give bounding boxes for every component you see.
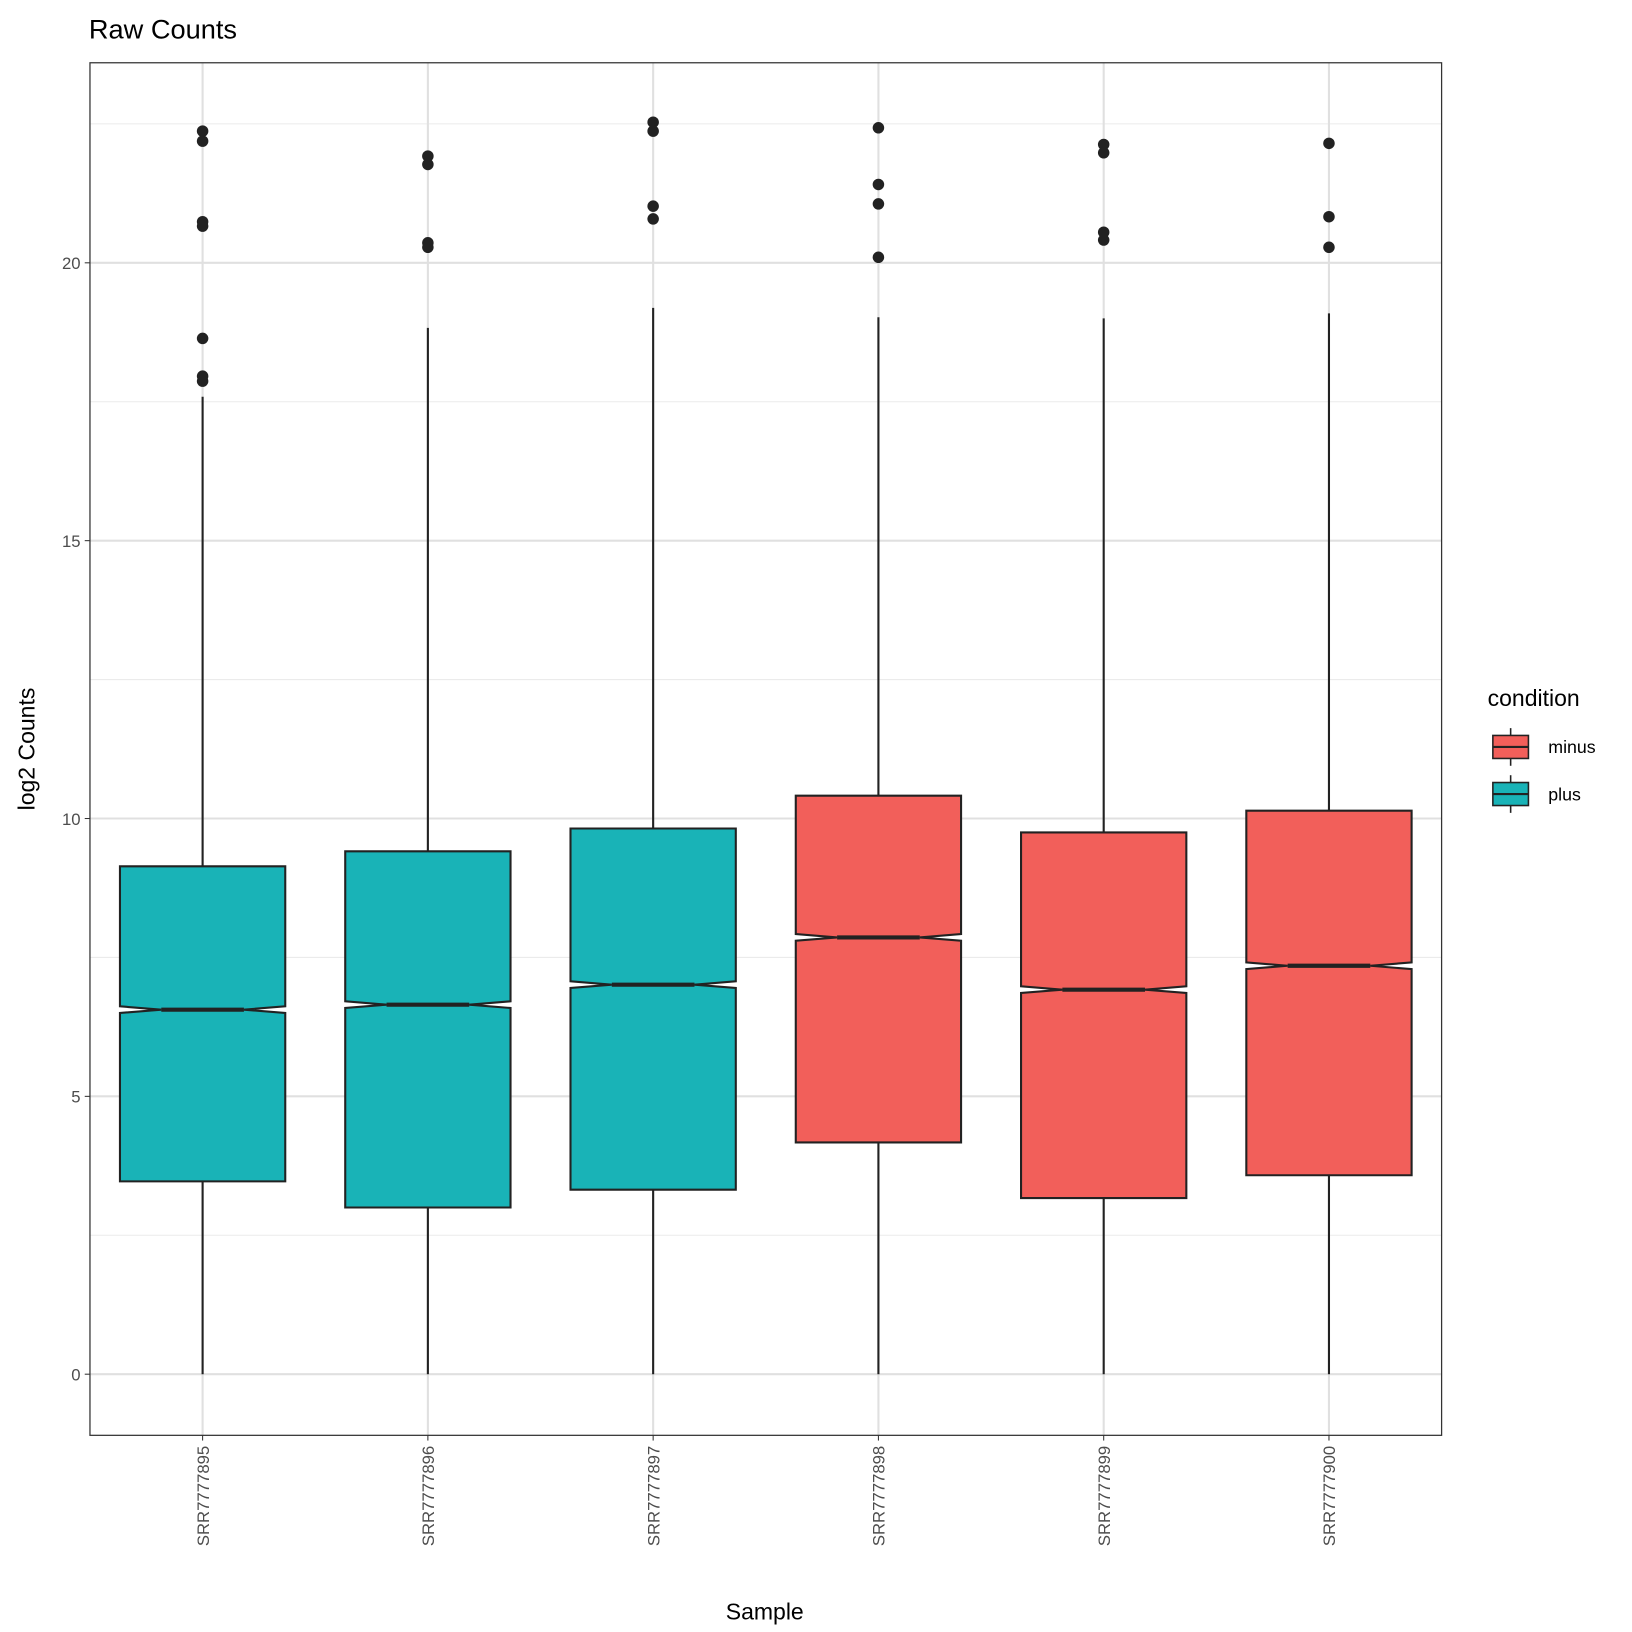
box-body [118, 865, 287, 1183]
x-tick-label: SRR7777898 [870, 1446, 889, 1546]
x-tick-label: SRR7777895 [194, 1446, 213, 1546]
box-SRR7777900 [1245, 137, 1413, 1375]
outlier-point [422, 241, 434, 254]
outlier-point [196, 135, 209, 147]
outlier-point [1097, 234, 1110, 246]
x-tick-label: SRR7777897 [644, 1446, 663, 1546]
box-SRR7777898 [794, 122, 963, 1375]
outlier-point [196, 375, 209, 387]
outlier-point [1323, 241, 1335, 254]
box-body [794, 794, 963, 1144]
x-tick-label: SRR7777899 [1095, 1446, 1114, 1546]
x-tick-label: SRR7777896 [419, 1446, 438, 1546]
outlier-point [422, 158, 434, 171]
legend: condition minus plus [1488, 685, 1596, 813]
legend-label-plus: plus [1548, 784, 1581, 804]
chart-title: Raw Counts [89, 14, 237, 45]
x-axis: SRR7777895 SRR7777896 SRR7777897 SRR7777898… [194, 1435, 1339, 1546]
outlier-point [872, 122, 885, 134]
outlier-point [872, 178, 885, 191]
y-axis-title: log2 Counts [14, 688, 40, 811]
outlier-point [647, 213, 659, 225]
outlier-point [872, 251, 885, 264]
outlier-point [1097, 138, 1110, 151]
box-SRR7777897 [569, 116, 737, 1375]
outlier-point [422, 150, 434, 162]
outlier-point [647, 116, 659, 128]
outlier-point [1323, 210, 1335, 223]
legend-label-minus: minus [1548, 737, 1596, 757]
outlier-point [196, 332, 209, 345]
box-body [1020, 831, 1188, 1200]
box-SRR7777895 [118, 125, 287, 1375]
legend-title: condition [1488, 685, 1580, 711]
outlier-point [196, 220, 209, 232]
boxes [118, 116, 1413, 1375]
outlier-point [872, 198, 885, 210]
box-body [569, 827, 737, 1191]
box-SRR7777896 [344, 150, 512, 1375]
box-body [344, 850, 512, 1209]
x-tick-label: SRR7777900 [1320, 1446, 1339, 1546]
box-body [1245, 809, 1413, 1177]
y-tick-label: 10 [62, 810, 81, 829]
y-axis: 0 5 10 15 20 [62, 254, 90, 1384]
y-tick-label: 15 [62, 532, 81, 551]
panel-border [89, 62, 1443, 1436]
outlier-point [196, 125, 209, 137]
outlier-point [1323, 137, 1335, 150]
y-tick-label: 5 [71, 1088, 80, 1107]
outlier-point [647, 200, 659, 212]
y-tick-label: 0 [71, 1365, 80, 1384]
box-SRR7777899 [1020, 138, 1188, 1375]
gridlines [89, 62, 1442, 1436]
x-axis-title: Sample [726, 1598, 804, 1624]
y-tick-label: 20 [62, 254, 81, 273]
outlier-point [1097, 147, 1110, 159]
outlier-point [647, 125, 659, 137]
